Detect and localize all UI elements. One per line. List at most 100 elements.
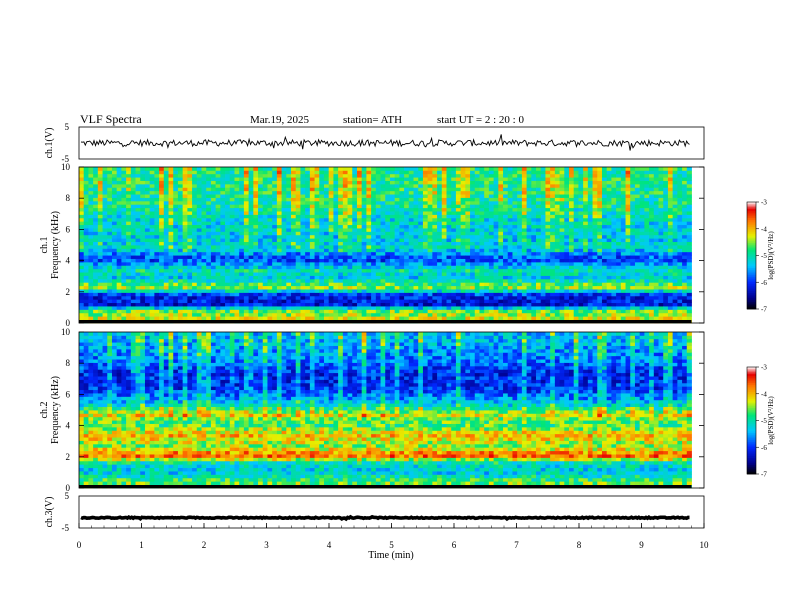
ch1-spectrogram-cell xyxy=(470,200,476,205)
ch1-spectrogram-cell xyxy=(342,197,348,202)
ch1-spectrogram-cell xyxy=(583,167,589,171)
ch1-spectrogram-cell xyxy=(168,180,174,185)
ch1-spectrogram-cell xyxy=(394,312,400,317)
ch1-spectrogram-cell xyxy=(427,299,433,304)
ch1-spectrogram-cell xyxy=(262,200,268,205)
ch1-spectrogram-cell xyxy=(517,265,523,270)
ch1-spectrogram-cell xyxy=(229,265,235,270)
ch1-spectrogram-cell xyxy=(564,292,570,297)
ch1-spectrogram-cell xyxy=(470,221,476,226)
ch1-spectrogram-cell xyxy=(460,268,466,273)
ch1-spectrogram-cell xyxy=(258,261,264,266)
ch1-spectrogram-cell xyxy=(484,180,490,185)
ch1-spectrogram-cell xyxy=(352,190,358,195)
ch1-spectrogram-cell xyxy=(126,285,132,290)
ch1-spectrogram-cell xyxy=(479,231,485,236)
ch1-spectrogram-cell xyxy=(559,200,565,205)
ch1-spectrogram-cell xyxy=(465,228,471,232)
ch1-spectrogram-cell xyxy=(276,238,282,243)
ch1-spectrogram-cell xyxy=(253,241,259,246)
ch1-spectrogram-cell xyxy=(399,282,405,287)
ch1-spectrogram-cell xyxy=(97,200,103,205)
ch1-spectrogram-cell xyxy=(126,275,132,280)
ch1-spectrogram-cell xyxy=(361,173,367,178)
ch1-spectrogram-cell xyxy=(474,251,480,256)
ch1-spectrogram-cell xyxy=(126,312,132,317)
ch1-spectrogram-cell xyxy=(361,204,367,209)
ch1-spectrogram-cell xyxy=(342,194,348,198)
ch1-spectrogram-cell xyxy=(394,217,400,222)
ch1-spectrogram-cell xyxy=(201,183,207,188)
ch1-spectrogram-cell xyxy=(526,234,532,239)
ch1-spectrogram-cell xyxy=(126,268,132,273)
ch1-spectrogram-cell xyxy=(149,289,155,293)
ch1-spectrogram-cell xyxy=(399,167,405,171)
ch1-spectrogram-cell xyxy=(333,268,339,273)
ch1-spectrogram-cell xyxy=(380,238,386,243)
ch1-spectrogram-cell xyxy=(460,231,466,236)
ch1-spectrogram-cell xyxy=(291,177,297,181)
ch1-spectrogram-cell xyxy=(498,204,504,209)
ch1-spectrogram-cell xyxy=(338,272,344,276)
ch1-spectrogram-cell xyxy=(545,278,551,283)
ch1-spectrogram-cell xyxy=(295,197,301,202)
ch1-spectrogram-cell xyxy=(192,255,198,259)
ch1-spectrogram-cell xyxy=(93,258,99,263)
ch1-spectrogram-cell xyxy=(371,180,377,185)
ch1-spectrogram-cell xyxy=(140,278,146,283)
ch1-spectrogram-cell xyxy=(102,241,108,246)
ch1-spectrogram-cell xyxy=(220,285,226,290)
ch1-spectrogram-cell xyxy=(583,258,589,263)
ch1-spectrogram-cell xyxy=(578,295,584,300)
ch1-spectrogram-cell xyxy=(163,194,169,198)
ch1-spectrogram-cell xyxy=(314,228,320,232)
ch1-spectrogram-cell xyxy=(512,299,518,304)
ch1-spectrogram-cell xyxy=(385,275,391,280)
ch1-spectrogram-cell xyxy=(583,316,589,321)
ch1-spectrogram-cell xyxy=(234,302,240,307)
ch1-spectrogram-cell xyxy=(281,278,287,283)
ch1-spectrogram-cell xyxy=(404,194,410,198)
ch1-spectrogram-cell xyxy=(140,251,146,256)
ch1-spectrogram-cell xyxy=(295,204,301,209)
ch1-spectrogram-cell xyxy=(470,211,476,215)
ch1-spectrogram-cell xyxy=(422,272,429,276)
ch1-spectrogram-cell xyxy=(102,278,108,283)
ch1-spectrogram-cell xyxy=(286,167,292,171)
ch1-spectrogram-cell xyxy=(173,173,179,178)
ch1-spectrogram-cell xyxy=(418,221,424,226)
ch1-spectrogram-cell xyxy=(371,282,377,287)
ch1-spectrogram-cell xyxy=(427,261,433,266)
ch1-spectrogram-cell xyxy=(361,177,367,181)
ch1-spectrogram-cell xyxy=(154,211,160,215)
ch1-spectrogram-cell xyxy=(272,238,278,243)
ch1-spectrogram-cell xyxy=(154,241,160,246)
ch1-spectrogram-cell xyxy=(526,180,532,185)
ch1-spectrogram-cell xyxy=(371,312,377,317)
ch1-spectrogram-cell xyxy=(295,211,301,215)
ch1-spectrogram-cell xyxy=(540,194,546,198)
ch1-spectrogram-cell xyxy=(498,231,504,236)
ch1-spectrogram-cell xyxy=(154,190,160,195)
ch1-spectrogram-cell xyxy=(507,282,513,287)
ch1-spectrogram-cell xyxy=(404,211,410,215)
ch1-spectrogram-cell xyxy=(229,207,235,212)
ch1-spectrogram-cell xyxy=(470,255,476,259)
ch1-spectrogram-cell xyxy=(159,228,165,232)
ch1-spectrogram-cell xyxy=(295,261,301,266)
ch1-spectrogram-cell xyxy=(196,204,202,209)
ch1-spectrogram-cell xyxy=(385,299,391,304)
ch1-spectrogram-cell xyxy=(573,183,579,188)
ch1-spectrogram-cell xyxy=(305,258,311,263)
ch1-spectrogram-cell xyxy=(437,180,443,185)
ch1-spectrogram-cell xyxy=(507,228,513,232)
ch1-spectrogram-cell xyxy=(173,180,179,185)
ch1-spectrogram-cell xyxy=(187,194,193,198)
ch1-spectrogram-cell xyxy=(324,245,330,249)
ch1-spectrogram-cell xyxy=(484,190,490,195)
ch1-spectrogram-cell xyxy=(559,197,565,202)
ch1-spectrogram-cell xyxy=(210,251,217,256)
ch1-spectrogram-cell xyxy=(375,241,381,246)
ch1-spectrogram-cell xyxy=(451,272,457,276)
ch1-spectrogram-cell xyxy=(324,261,330,266)
